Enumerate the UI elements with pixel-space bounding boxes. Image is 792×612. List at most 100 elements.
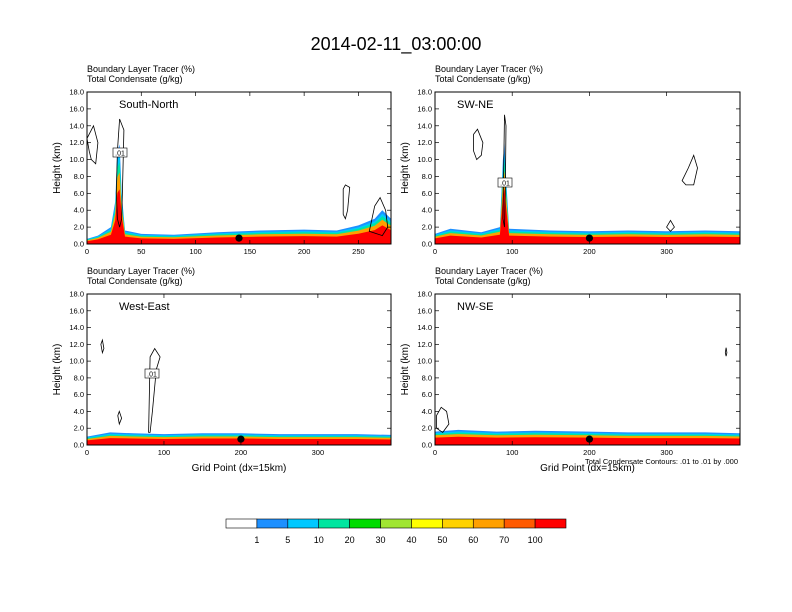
colorbar-swatch [318,518,350,529]
y-tick-label: 18.0 [69,290,84,299]
condensate-contour [473,128,484,161]
y-tick-label: 4.0 [74,407,84,416]
panel-header-line: Total Condensate (g/kg) [87,74,183,84]
tracer-field [435,114,740,244]
location-marker [235,234,243,242]
y-tick-label: 0.0 [422,441,432,450]
panel-header-line: Total Condensate (g/kg) [435,276,531,286]
x-tick-label: 100 [189,247,202,256]
colorbar-swatch [225,518,258,529]
colorbar-swatch [472,518,505,529]
x-tick-label: 0 [85,448,89,457]
y-tick-label: 4.0 [74,206,84,215]
colorbar: 1 5 10 20 30 40 50 60 70 100 [225,518,567,545]
condensate-contour [148,347,161,433]
contour-footnote: Total Condensate Contours: .01 to .01 by… [585,457,738,466]
colorbar-swatch [380,518,412,529]
y-tick-label: 14.0 [69,121,84,130]
colorbar-label: 40 [406,535,416,545]
tracer-field [87,118,391,244]
y-tick-label: 8.0 [422,172,432,181]
y-tick-label: 14.0 [417,323,432,332]
x-tick-label: 200 [583,448,596,457]
x-axis-label: Grid Point (dx=15km) [540,463,635,474]
panel-header-line: Total Condensate (g/kg) [435,74,531,84]
contour-label-box [112,147,128,158]
y-tick-label: 4.0 [422,206,432,215]
y-tick-label: 18.0 [417,290,432,299]
contour-label: .01 [115,151,125,158]
x-tick-label: 0 [433,247,437,256]
panels: Boundary Layer Tracer (%)Total Condensat… [52,64,741,474]
panel-name: South-North [119,99,178,111]
y-tick-label: 10.0 [417,357,432,366]
panel-header-line: Boundary Layer Tracer (%) [87,266,195,276]
condensate-contour [87,124,99,165]
y-tick-label: 2.0 [74,424,84,433]
panel-header-line: Total Condensate (g/kg) [87,276,183,286]
x-tick-label: 300 [660,247,673,256]
y-tick-label: 6.0 [74,189,84,198]
colorbar-label: 5 [285,535,290,545]
colorbar-swatch [287,518,320,529]
location-marker [585,234,594,242]
colorbar-label: 100 [528,535,543,545]
panel-name: NW-SE [457,301,493,313]
panel-name: West-East [119,301,170,313]
y-tick-label: 2.0 [74,223,84,232]
y-tick-label: 18.0 [417,88,432,97]
y-tick-label: 2.0 [422,424,432,433]
colorbar-label: 70 [499,535,509,545]
y-tick-label: 10.0 [69,155,84,164]
plot-frame [434,293,741,446]
y-tick-label: 16.0 [69,104,84,113]
tracer-field [435,347,740,445]
y-tick-label: 14.0 [417,121,432,130]
y-tick-label: 14.0 [69,323,84,332]
panel-south-north: Boundary Layer Tracer (%)Total Condensat… [52,64,392,256]
y-tick-label: 8.0 [422,373,432,382]
y-tick-label: 10.0 [417,155,432,164]
colorbar-swatch [442,518,474,529]
condensate-contour [342,184,351,220]
colorbar-swatch [534,518,567,529]
y-tick-label: 6.0 [422,390,432,399]
y-tick-label: 16.0 [69,306,84,315]
panel-west-east: Boundary Layer Tracer (%)Total Condensat… [52,266,392,474]
x-tick-label: 100 [506,247,519,256]
y-tick-label: 6.0 [74,390,84,399]
y-tick-label: 12.0 [69,340,84,349]
contour-label-box [144,368,160,379]
colorbar-swatch [503,518,536,529]
x-axis-label: Grid Point (dx=15km) [192,463,287,474]
x-tick-label: 250 [352,247,365,256]
y-tick-label: 12.0 [417,340,432,349]
y-axis-label: Height (km) [52,142,63,194]
y-tick-label: 0.0 [74,441,84,450]
panel-header-line: Boundary Layer Tracer (%) [435,64,543,74]
condensate-contour [502,114,507,228]
colorbar-label: 50 [437,535,447,545]
y-tick-label: 6.0 [422,189,432,198]
x-tick-label: 200 [235,448,248,457]
tracer-band [87,144,391,244]
colorbar-label: 10 [314,535,324,545]
x-tick-label: 0 [85,247,89,256]
y-tick-label: 12.0 [417,138,432,147]
colorbar-swatch [349,518,381,529]
condensate-contour [681,154,698,186]
y-tick-label: 8.0 [74,172,84,181]
condensate-contour [100,338,105,355]
y-tick-label: 0.0 [74,240,84,249]
colorbar-label: 20 [345,535,355,545]
tracer-band [87,154,391,244]
contour-label: .01 [147,372,157,379]
y-axis-label: Height (km) [400,142,411,194]
tracer-field [87,338,391,445]
x-tick-label: 0 [433,448,437,457]
condensate-contour [724,347,728,357]
tracer-band [435,152,740,244]
y-tick-label: 8.0 [74,373,84,382]
y-tick-label: 12.0 [69,138,84,147]
